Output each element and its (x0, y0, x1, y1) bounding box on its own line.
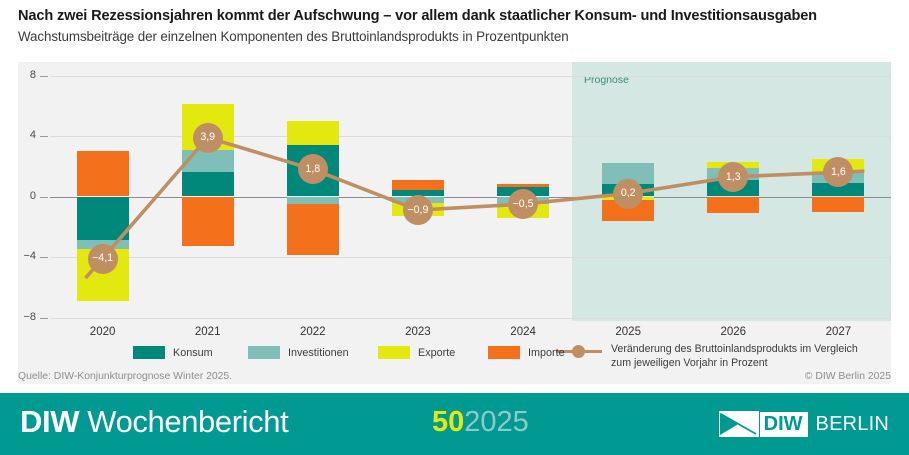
line-data-point-label[interactable]: 1,3 (718, 161, 749, 192)
banner-issue-number: 50 (432, 406, 465, 438)
page-subtitle: Wachstumsbeiträge der einzelnen Komponen… (18, 29, 569, 44)
line-data-point-label[interactable]: 0,2 (613, 178, 644, 209)
y-tick-mark (40, 75, 48, 77)
legend-label: Konsum (173, 346, 213, 359)
line-data-point-label[interactable]: −4,1 (87, 243, 118, 274)
x-tick-label: 2024 (510, 325, 536, 338)
legend-item-investitionen[interactable]: Investitionen (248, 346, 349, 359)
bar-segment[interactable] (391, 190, 444, 197)
y-tick-label: 8 (29, 68, 36, 81)
bar-segment[interactable] (602, 199, 655, 221)
y-tick-mark (40, 136, 48, 137)
x-tick-label: 2022 (300, 325, 326, 338)
line-data-point-label[interactable]: 1,6 (823, 157, 854, 188)
line-data-point-label[interactable]: −0,5 (508, 189, 539, 220)
y-tick-label: 0 (29, 189, 36, 202)
y-tick-mark (40, 257, 48, 258)
x-tick-label: 2026 (720, 325, 747, 338)
legend-item-importe[interactable]: Importe (488, 346, 565, 359)
envelope-x-icon (718, 411, 759, 437)
page-title: Nach zwei Rezessionsjahren kommt der Auf… (18, 8, 817, 24)
envelope-x-glyph (718, 411, 759, 437)
legend-swatch (378, 346, 410, 359)
legend-label: Investitionen (288, 346, 349, 359)
legend-swatch (133, 346, 165, 359)
x-tick-label: 2023 (405, 325, 431, 338)
bar-segment[interactable] (602, 163, 655, 185)
legend-item-exporte[interactable]: Exporte (378, 346, 455, 359)
bar-segment[interactable] (286, 120, 339, 146)
legend-swatch (488, 346, 520, 359)
plot-panel: Prognose −8 −4 0 4 8 2020 2021 2022 2023 2024 2025… (18, 62, 891, 384)
legend-line-label-row1: Veränderung des Bruttoinlandsprodukts im… (611, 343, 858, 355)
forecast-label: Prognose (584, 74, 629, 86)
bar-segment[interactable] (286, 196, 339, 205)
chart-header: Nach zwei Rezessionsjahren kommt der Auf… (18, 8, 898, 44)
gridline (50, 136, 891, 137)
gridline (50, 257, 891, 258)
logo-berlin-text: BERLIN (815, 413, 889, 435)
legend-line-label: Veränderung des Bruttoinlandsprodukts im… (611, 343, 858, 370)
gridline (50, 75, 891, 77)
legend-swatch (248, 346, 280, 359)
line-data-point-label[interactable]: −0,9 (402, 195, 433, 226)
x-tick-label: 2020 (89, 325, 116, 338)
banner-brand: DIW Wochenbericht (20, 404, 289, 440)
line-data-point-label[interactable]: 1,8 (297, 154, 328, 185)
x-tick-label: 2021 (194, 325, 221, 338)
legend-label: Exporte (418, 346, 456, 359)
line-data-point-label[interactable]: 3,9 (192, 122, 223, 153)
diw-berlin-logo: DIW BERLIN (718, 409, 889, 439)
bar-segment[interactable] (391, 179, 444, 191)
chart-legend: Veränderung des Bruttoinlandsprodukts im… (18, 341, 891, 377)
bar-segment[interactable] (812, 196, 865, 212)
zero-line (50, 196, 891, 198)
banner-brand-bold: DIW (20, 404, 80, 439)
legend-item-gdp-line[interactable]: Veränderung des Bruttoinlandsprodukts im… (556, 343, 858, 370)
gridline (50, 317, 891, 319)
y-tick-label: −8 (23, 310, 36, 323)
y-tick-label: 4 (29, 129, 36, 141)
gdp-growth-line (84, 135, 865, 280)
logo-diw-text: DIW (759, 411, 808, 437)
bar-segment[interactable] (181, 149, 234, 173)
bar-segment[interactable] (497, 184, 550, 188)
plot-area: −8 −4 0 4 8 2020 2021 2022 2023 2024 2025 2026 2027 −… (18, 62, 891, 384)
y-tick-mark (40, 317, 48, 319)
legend-line-marker-icon (556, 344, 602, 358)
bar-segment[interactable] (76, 196, 129, 241)
diw-banner: DIW Wochenbericht 502025 DIW BERLIN (0, 393, 909, 455)
copyright-note: © DIW Berlin 2025 (804, 371, 891, 382)
bar-segment[interactable] (76, 151, 129, 197)
y-tick-label: −4 (23, 250, 36, 262)
y-tick-mark (40, 196, 48, 198)
x-tick-label: 2025 (615, 325, 641, 338)
banner-year: 2025 (464, 406, 529, 438)
legend-item-konsum[interactable]: Konsum (133, 346, 213, 359)
legend-line-label-row2: zum jeweiligen Vorjahr in Prozent (611, 356, 768, 369)
bar-segment[interactable] (707, 196, 760, 214)
bar-segment[interactable] (286, 204, 339, 256)
legend-label: Importe (528, 346, 565, 359)
bar-segment[interactable] (181, 196, 234, 247)
banner-issue-year: 502025 (432, 406, 529, 439)
bar-segment[interactable] (812, 182, 865, 197)
gdp-line-path (84, 135, 865, 280)
bar-segment[interactable] (181, 172, 234, 197)
source-note: Quelle: DIW-Konjunkturprognose Winter 20… (18, 371, 233, 382)
banner-brand-rest: Wochenbericht (79, 404, 289, 439)
x-tick-label: 2027 (825, 325, 852, 338)
